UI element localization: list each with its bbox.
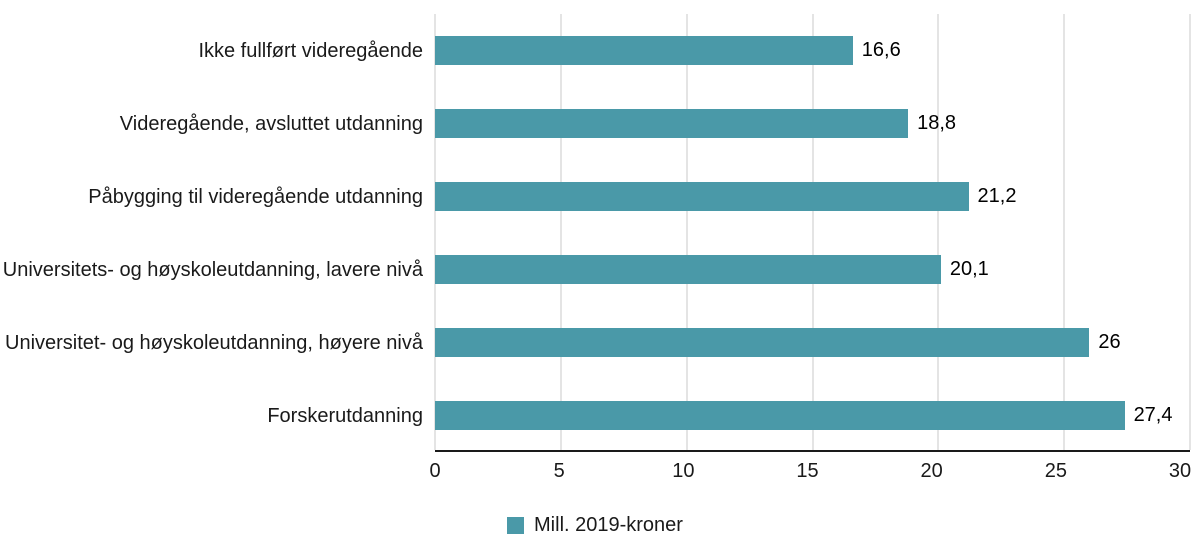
x-tick-label: 20 <box>920 460 943 482</box>
category-label: Forskerutdanning <box>267 404 423 427</box>
x-tick-label: 30 <box>1168 460 1192 482</box>
bar <box>435 182 969 211</box>
legend-swatch <box>507 517 525 534</box>
bar <box>435 401 1125 430</box>
bar-track: 26 <box>435 306 1190 379</box>
bar-row: Ikke fullført videregående 16,6 <box>0 14 1190 87</box>
category-label: Universitets- og høyskoleutdanning, lave… <box>2 258 423 281</box>
value-label: 16,6 <box>861 39 901 61</box>
x-tick-label: 25 <box>1044 460 1067 482</box>
x-tick-label: 5 <box>553 460 565 482</box>
value-label: 27,4 <box>1133 404 1173 426</box>
bar-row: Universitets- og høyskoleutdanning, lave… <box>0 233 1190 306</box>
category-label: Videregående, avsluttet utdanning <box>119 112 423 135</box>
category-label: Ikke fullført videregående <box>198 39 423 62</box>
bar-row: Forskerutdanning 27,4 <box>0 379 1190 452</box>
bar-track: 16,6 <box>435 14 1190 87</box>
bar-row: Videregående, avsluttet utdanning 18,8 <box>0 87 1190 160</box>
x-tick-label: 15 <box>796 460 819 482</box>
legend: Mill. 2019-kroner <box>0 514 1190 537</box>
bar <box>435 36 853 65</box>
value-label: 18,8 <box>917 112 957 134</box>
bar-row: Påbygging til videregående utdanning 21,2 <box>0 160 1190 233</box>
x-axis: 0 5 10 15 20 25 30 <box>429 452 1191 490</box>
value-label: 21,2 <box>977 185 1017 207</box>
category-label: Universitet- og høyskoleutdanning, høyer… <box>5 331 423 354</box>
gridline <box>434 14 436 450</box>
bar-track: 18,8 <box>435 87 1190 160</box>
gridline <box>686 14 688 450</box>
gridline <box>812 14 813 450</box>
bar-rows: Ikke fullført videregående 16,6 Videregåen… <box>0 14 1190 452</box>
value-label: 26 <box>1098 331 1121 353</box>
x-tick-label: 10 <box>672 460 695 482</box>
bar-track: 27,4 <box>435 379 1190 452</box>
gridline <box>560 14 562 450</box>
bar <box>435 328 1090 357</box>
value-label: 20,1 <box>949 258 989 280</box>
bar-row: Universitet- og høyskoleutdanning, høyer… <box>0 306 1190 379</box>
gridline <box>1063 14 1065 450</box>
bar-track: 20,1 <box>435 233 1190 306</box>
bar <box>435 109 909 138</box>
bar-track: 21,2 <box>435 160 1190 233</box>
x-tick-label: 0 <box>429 460 441 482</box>
legend-label: Mill. 2019-kroner <box>534 514 683 536</box>
category-label: Påbygging til videregående utdanning <box>88 185 423 208</box>
gridline <box>1189 14 1191 450</box>
gridline <box>937 14 939 450</box>
bar <box>435 255 941 284</box>
plot-area: Ikke fullført videregående 16,6 Videregåen… <box>0 14 1191 452</box>
grid-overlay <box>434 14 1191 452</box>
